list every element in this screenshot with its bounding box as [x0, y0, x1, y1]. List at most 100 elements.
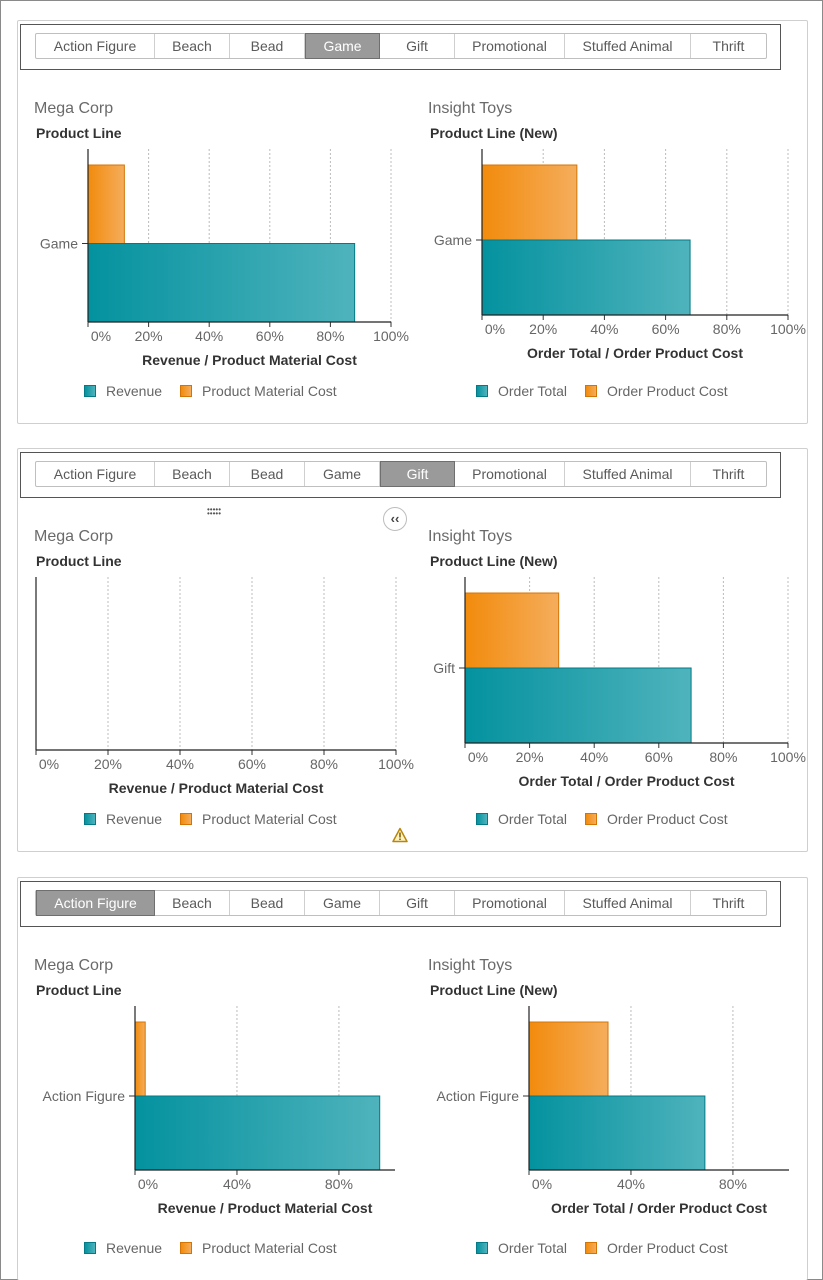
bar-revenue: [528, 1095, 706, 1171]
drag-grip-icon[interactable]: ••••• •••••: [207, 505, 222, 518]
y-axis-title: Product Line: [36, 125, 122, 141]
legend-swatch: [476, 813, 488, 825]
x-tick-label: 20%: [529, 321, 557, 337]
tab-promotional[interactable]: Promotional: [455, 891, 565, 915]
category-label: Action Figure: [43, 1088, 126, 1104]
x-tick-label: 80%: [713, 321, 741, 337]
x-tick-label: 40%: [580, 749, 608, 765]
tab-action-figure[interactable]: Action Figure: [36, 34, 155, 58]
x-axis-title: Revenue / Product Material Cost: [109, 780, 324, 796]
double-chevron-left-icon[interactable]: ‹‹: [383, 507, 407, 531]
x-tick-label: 0%: [138, 1176, 158, 1192]
tab-bead[interactable]: Bead: [230, 34, 305, 58]
tab-gift[interactable]: Gift: [380, 891, 455, 915]
tab-bead[interactable]: Bead: [230, 891, 305, 915]
chart-legend: Revenue Product Material Cost: [84, 811, 355, 827]
chart-legend: Revenue Product Material Cost: [84, 1240, 355, 1256]
legend-label: Order Total: [498, 383, 567, 399]
x-tick-label: 0%: [532, 1176, 552, 1192]
chart-legend: Revenue Product Material Cost: [84, 383, 355, 399]
chart-legend: Order Total Order Product Cost: [476, 1240, 746, 1256]
category-label: Action Figure: [437, 1088, 520, 1104]
legend-swatch: [180, 813, 193, 825]
chart-panel-2: •••• Action Figure Beach Bead Game Gift …: [17, 448, 808, 852]
bar-revenue: [134, 1095, 381, 1171]
bar-revenue: [464, 667, 692, 744]
tab-game[interactable]: Game: [305, 33, 380, 59]
legend-item: Order Product Cost: [585, 811, 728, 827]
legend-swatch: [180, 385, 193, 397]
tab-beach[interactable]: Beach: [155, 462, 230, 486]
x-tick-label: 0%: [485, 321, 505, 337]
tab-gift[interactable]: Gift: [380, 461, 455, 487]
tab-beach[interactable]: Beach: [155, 34, 230, 58]
tab-stuffed-animal[interactable]: Stuffed Animal: [565, 891, 691, 915]
tab-bar: Action Figure Beach Bead Game Gift Promo…: [35, 461, 767, 487]
x-axis-title: Revenue / Product Material Cost: [142, 352, 357, 368]
legend-swatch: [585, 813, 597, 825]
x-axis-title: Order Total / Order Product Cost: [519, 773, 735, 789]
x-tick-label: 80%: [316, 328, 344, 344]
x-tick-label: 80%: [325, 1176, 353, 1192]
tab-bead[interactable]: Bead: [230, 462, 305, 486]
legend-item: Product Material Cost: [180, 1240, 337, 1256]
legend-label: Order Total: [498, 1240, 567, 1256]
x-tick-label: 100%: [770, 321, 806, 337]
tab-game[interactable]: Game: [305, 462, 380, 486]
tab-promotional[interactable]: Promotional: [455, 462, 565, 486]
x-tick-label: 40%: [166, 756, 194, 772]
bar-chart-svg: Product Line 0% 40% 80% Action Figure Revenue…: [36, 982, 789, 1216]
legend-swatch: [84, 813, 96, 825]
tab-thrift[interactable]: Thrift: [712, 466, 745, 482]
legend-item: Revenue: [84, 383, 162, 399]
x-tick-label: 100%: [770, 749, 806, 765]
y-axis-title: Product Line: [36, 982, 122, 998]
x-tick-label: 0%: [91, 328, 111, 344]
chart-title: Insight Toys: [428, 100, 513, 117]
warning-triangle-icon[interactable]: [392, 827, 408, 843]
tab-stuffed-animal[interactable]: Stuffed Animal: [565, 34, 691, 58]
x-axis-title: Order Total / Order Product Cost: [527, 345, 743, 361]
tab-action-figure[interactable]: Action Figure: [36, 890, 155, 916]
product-line-selector: Action Figure Beach Bead Game Gift Promo…: [20, 24, 781, 70]
legend-label: Order Product Cost: [607, 811, 728, 827]
category-label: Game: [40, 236, 78, 252]
chart-legend: Order Total Order Product Cost: [476, 383, 746, 399]
legend-swatch: [84, 385, 96, 397]
legend-swatch: [84, 1242, 96, 1254]
x-tick-label: 60%: [256, 328, 284, 344]
tab-game[interactable]: Game: [305, 891, 380, 915]
chart-legend: Order Total Order Product Cost: [476, 811, 746, 827]
tab-bar: Action Figure Beach Bead Game Gift Promo…: [35, 33, 767, 59]
tab-gift[interactable]: Gift: [380, 34, 455, 58]
legend-label: Order Product Cost: [607, 1240, 728, 1256]
chart-panel-3: •••• Action Figure Beach Bead Game Gift …: [17, 877, 808, 1280]
tab-thrift[interactable]: Thrift: [712, 38, 745, 54]
tab-beach[interactable]: Beach: [155, 891, 230, 915]
legend-item: Order Total: [476, 1240, 567, 1256]
legend-swatch: [476, 1242, 488, 1254]
legend-item: Order Total: [476, 811, 567, 827]
bar-chart-svg: Product Line 0% 20% 40% 60% 80% 100% Revenue / …: [35, 553, 806, 796]
product-line-selector: Action Figure Beach Bead Game Gift Promo…: [20, 881, 781, 927]
y-axis-title: Product Line (New): [430, 982, 558, 998]
tab-promotional[interactable]: Promotional: [455, 34, 565, 58]
x-tick-label: 20%: [94, 756, 122, 772]
tab-thrift[interactable]: Thrift: [712, 895, 745, 911]
bar-revenue: [481, 239, 691, 316]
chart-title: Mega Corp: [34, 100, 114, 117]
y-axis-title: Product Line (New): [430, 553, 558, 569]
legend-swatch: [585, 1242, 597, 1254]
tab-stuffed-animal[interactable]: Stuffed Animal: [565, 462, 691, 486]
x-tick-label: 40%: [223, 1176, 251, 1192]
legend-item: Revenue: [84, 811, 162, 827]
legend-item: Revenue: [84, 1240, 162, 1256]
legend-label: Revenue: [106, 383, 163, 399]
chart-title: Mega Corp: [34, 957, 114, 974]
tab-action-figure[interactable]: Action Figure: [36, 462, 155, 486]
x-tick-label: 60%: [238, 756, 266, 772]
legend-item: Product Material Cost: [180, 811, 337, 827]
chart-title: Mega Corp: [34, 528, 114, 545]
y-axis-title: Product Line: [36, 553, 122, 569]
